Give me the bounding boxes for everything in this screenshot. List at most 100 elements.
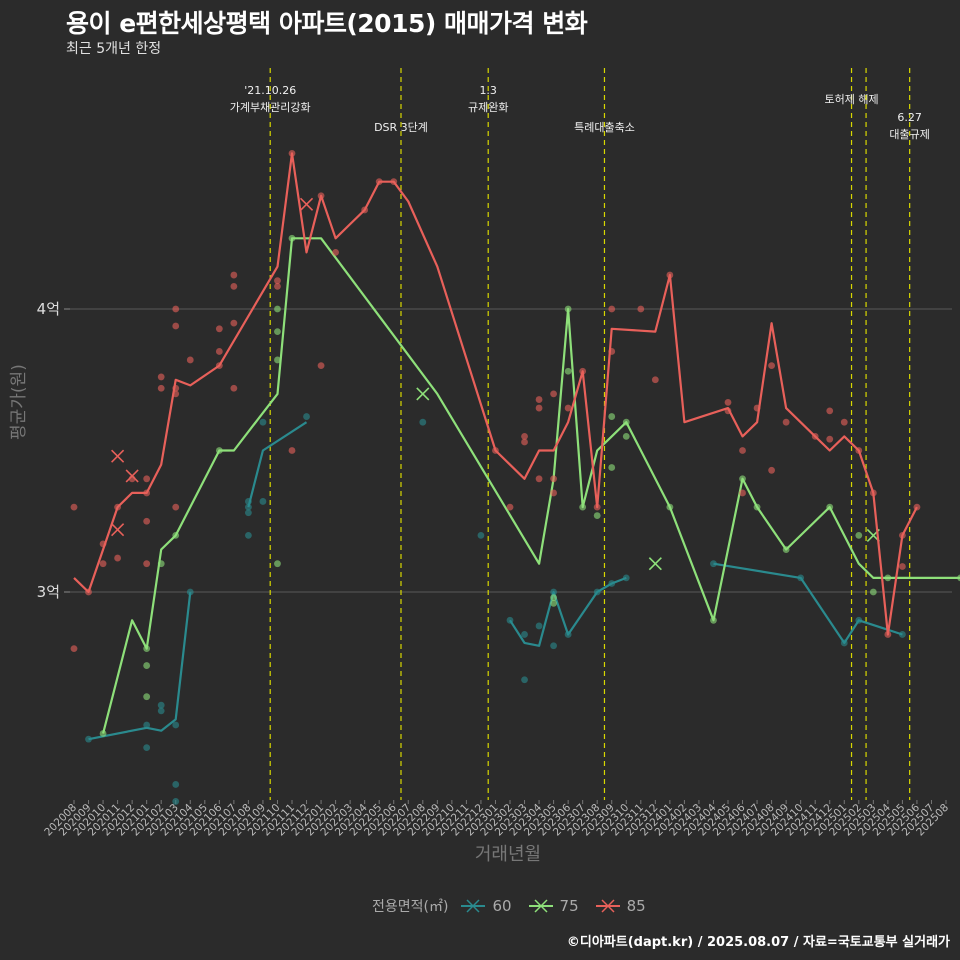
series-85-point-9 [143,489,151,497]
series-85-point-67 [855,447,863,454]
series-85-point-21 [215,325,223,333]
series-85-point-20 [215,348,223,355]
series-85-point-28 [274,282,281,290]
series-75-line-0 [102,237,960,734]
series-85-point-19 [186,356,194,364]
series-60-point-27 [622,574,630,582]
series-85-point-29 [288,149,296,157]
series-75-point-12 [550,599,557,607]
series-85-point-5 [114,503,121,511]
series-85-point-4 [99,560,107,568]
series-60-point-31 [855,616,863,624]
series-75-point-29 [869,588,877,596]
series-75-point-0 [99,730,107,737]
series-75-point-18 [608,464,616,471]
series-60-point-6 [172,781,180,788]
series-85-point-48 [579,367,587,375]
series-60-point-2 [143,744,151,752]
series-85-point-14 [172,305,180,313]
series-85-point-61 [768,466,775,474]
series-85-point-58 [739,489,746,497]
series-75-point-2 [143,662,151,669]
series-85-point-22 [215,362,223,369]
series-85-point-55 [724,398,732,406]
series-60-point-30 [840,639,848,647]
series-75-point-22 [666,503,674,511]
series-75-point-20 [622,418,630,426]
series-60-point-10 [245,498,252,505]
series-60-line-0 [88,591,192,741]
legend-label-75: 75 [559,897,579,915]
series-85-point-26 [230,384,238,392]
series-60-point-11 [245,503,252,511]
series-85-point-51 [608,348,616,355]
series-60-point-19 [521,631,528,638]
legend-label-60: 60 [492,897,512,915]
series-85-point-23 [230,271,238,279]
series-75-point-17 [593,512,601,519]
series-85-point-35 [375,178,383,186]
series-60-point-12 [245,509,252,517]
series-85-point-37 [492,447,499,454]
series-85-point-53 [651,376,659,384]
series-60-point-4 [157,701,165,709]
series-85-cross-3 [299,197,314,211]
series-85-point-1 [70,645,78,652]
series-85-point-54 [666,271,674,279]
series-75-point-24 [739,475,746,483]
series-85-point-12 [157,373,165,381]
series-60-point-28 [710,560,717,568]
series-85-point-62 [782,418,790,426]
series-85-cross-2 [111,523,125,537]
series-85-point-16 [172,384,180,392]
series-60-point-5 [172,721,180,729]
event-label-1-0: DSR 3단계 [374,121,428,134]
series-75-point-10 [274,560,281,568]
series-85-point-65 [826,407,834,415]
legend-label-85: 85 [626,897,646,915]
series-60-point-20 [521,676,528,684]
legend-swatch-75 [528,899,553,913]
legend-title: 전용면적(㎡) [372,899,449,915]
series-85-point-57 [739,447,746,454]
legend-item-85: 85 [595,897,646,915]
event-label-2-0: 1.3 [479,84,497,97]
series-60-line-1 [247,421,308,508]
series-85-point-31 [317,192,325,200]
series-85-point-69 [884,631,892,638]
series-75-cross-2 [648,557,662,571]
series-75-point-15 [564,367,572,375]
series-85-point-70 [899,532,906,539]
series-60-point-13 [259,418,267,426]
chart-title: 용이 e편한세상평택 아파트(2015) 매매가격 변화 [66,9,588,38]
series-60-point-14 [259,498,267,505]
series-85-point-50 [608,305,616,313]
event-label-4-0: 토허제 해제 [824,92,878,106]
series-85-point-17 [172,390,180,398]
series-85-point-13 [157,384,165,392]
series-85-point-18 [172,503,180,511]
y-tick-label-1: 4억 [37,300,60,318]
event-label-3-0: 특례대출축소 [574,121,635,134]
series-75-point-28 [855,532,863,539]
series-85-point-68 [869,489,877,497]
series-85-point-60 [768,362,775,369]
series-60-line-3 [713,562,903,644]
series-60-point-0 [85,735,92,743]
legend-item-75: 75 [528,897,579,915]
series-85-point-2 [85,588,92,596]
series-85-point-71 [899,563,906,570]
series-85-point-49 [593,503,601,511]
series-75-point-9 [274,356,281,364]
series-60-point-25 [593,588,601,596]
series-60-point-32 [899,631,906,638]
series-85-point-47 [564,404,572,412]
series-75-point-30 [884,574,892,582]
series-60-point-29 [797,574,805,582]
series-85-point-66 [840,418,848,426]
series-85-point-43 [535,396,543,403]
series-85-point-32 [317,362,325,369]
series-75-point-7 [274,305,281,313]
series-75-point-6 [215,447,223,454]
